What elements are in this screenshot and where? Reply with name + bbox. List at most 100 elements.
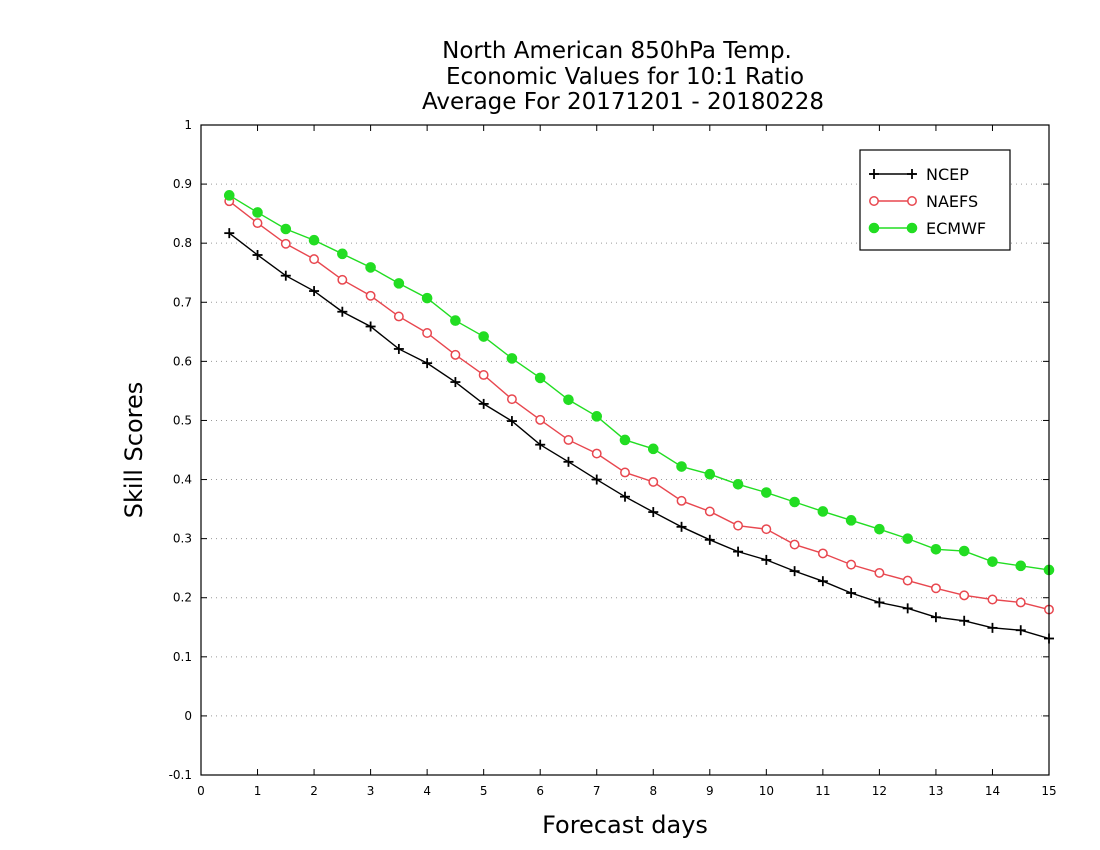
- data-point-open-circle: [959, 590, 970, 601]
- data-point-filled-circle: [647, 443, 659, 455]
- data-point-filled-circle: [906, 222, 918, 234]
- series-line-ecmwf: [228, 194, 1050, 571]
- data-point-plus: [874, 597, 885, 608]
- data-point-filled-circle: [563, 394, 574, 406]
- data-point-filled-circle: [845, 515, 857, 526]
- x-tick-label: 9: [706, 784, 714, 798]
- axis-ticks: -0.100.10.20.30.40.50.60.70.80.910 1 2 3 4 5 6…: [169, 118, 1057, 798]
- legend-box: [859, 149, 1011, 251]
- data-point-plus: [704, 534, 715, 545]
- data-point-open-circle: [676, 495, 687, 506]
- data-point-open-circle: [733, 520, 744, 531]
- y-tick-label: 0.3: [173, 532, 192, 546]
- data-point-plus: [648, 507, 659, 518]
- data-point-filled-circle: [817, 506, 829, 517]
- data-point-filled-circle: [958, 545, 970, 557]
- data-point-plus: [846, 588, 857, 598]
- data-point-open-circle: [789, 539, 800, 550]
- data-point-filled-circle: [987, 556, 998, 567]
- data-point-filled-circle: [591, 411, 603, 422]
- data-point-plus: [620, 491, 630, 502]
- y-tick-label: 0.4: [173, 473, 192, 487]
- data-point-filled-circle: [280, 223, 292, 235]
- data-point-plus: [280, 270, 291, 281]
- data-point-open-circle: [280, 238, 291, 249]
- data-point-open-circle: [817, 548, 828, 559]
- data-point-open-circle: [591, 448, 602, 459]
- x-tick-label: 1: [254, 784, 262, 798]
- x-tick-label: 6: [536, 784, 544, 798]
- data-point-open-circle: [869, 196, 879, 206]
- data-point-plus: [959, 615, 970, 626]
- legend-item-naefs: NAEFS: [869, 192, 978, 211]
- data-point-plus: [987, 622, 998, 633]
- data-point-open-circle: [450, 349, 461, 360]
- data-point-filled-circle: [534, 372, 546, 384]
- y-tick-label: 1: [184, 118, 192, 132]
- legend-item-ecmwf: ECMWF: [868, 219, 986, 238]
- legend-label: NCEP: [926, 165, 969, 184]
- data-point-open-circle: [874, 567, 885, 578]
- data-point-plus: [365, 321, 376, 332]
- data-point-filled-circle: [732, 478, 744, 490]
- plot-area-frame: [200, 124, 1050, 776]
- y-tick-label: 0.7: [173, 295, 192, 309]
- data-point-filled-circle: [421, 292, 433, 304]
- series-naefs: [224, 196, 1054, 615]
- legend-label: NAEFS: [926, 192, 978, 211]
- y-tick-label: 0: [184, 709, 192, 723]
- x-tick-label: 13: [928, 784, 943, 798]
- series-line-ncep: [228, 232, 1050, 640]
- data-point-plus: [393, 343, 404, 354]
- data-point-open-circle: [563, 435, 574, 445]
- y-tick-label: -0.1: [169, 768, 192, 782]
- series-group: [223, 190, 1055, 644]
- data-point-plus: [337, 306, 348, 317]
- data-point-filled-circle: [930, 543, 942, 555]
- data-point-filled-circle: [223, 190, 235, 201]
- data-point-filled-circle: [902, 533, 913, 544]
- data-point-plus: [450, 377, 461, 388]
- data-point-filled-circle: [789, 496, 800, 508]
- x-tick-label: 14: [985, 784, 1000, 798]
- data-point-filled-circle: [365, 262, 376, 273]
- x-axis-label: Forecast days: [542, 811, 708, 839]
- data-point-open-circle: [252, 218, 263, 229]
- data-point-plus: [902, 603, 913, 614]
- data-point-plus: [252, 250, 263, 260]
- series-ecmwf: [223, 190, 1055, 576]
- series-line-naefs: [228, 200, 1050, 611]
- data-point-filled-circle: [252, 207, 263, 218]
- data-point-plus: [817, 576, 828, 587]
- y-axis-label: Skill Scores: [120, 382, 148, 519]
- data-point-open-circle: [648, 476, 659, 487]
- data-point-plus: [309, 286, 320, 297]
- data-point-plus: [930, 612, 941, 623]
- data-point-open-circle: [309, 254, 320, 265]
- data-point-plus: [422, 358, 433, 369]
- x-tick-label: 8: [649, 784, 657, 798]
- x-tick-label: 11: [815, 784, 830, 798]
- x-tick-label: 15: [1041, 784, 1056, 798]
- y-tick-label: 0.1: [173, 650, 192, 664]
- data-point-filled-circle: [676, 461, 687, 472]
- x-tick-label: 4: [423, 784, 431, 798]
- data-point-open-circle: [620, 467, 630, 478]
- data-point-open-circle: [535, 414, 546, 425]
- data-point-filled-circle: [761, 487, 772, 498]
- data-point-plus: [907, 169, 917, 179]
- data-point-plus: [478, 398, 489, 409]
- data-point-plus: [563, 456, 574, 467]
- data-point-open-circle: [393, 311, 404, 322]
- data-point-filled-circle: [1015, 560, 1027, 572]
- data-point-plus: [535, 439, 546, 450]
- data-point-open-circle: [761, 524, 772, 535]
- data-point-plus: [224, 228, 235, 239]
- data-point-plus: [1015, 625, 1026, 636]
- y-tick-label: 0.8: [173, 236, 192, 250]
- data-point-open-circle: [1015, 597, 1026, 608]
- data-point-filled-circle: [868, 222, 880, 234]
- series-ncep: [224, 228, 1054, 644]
- data-point-open-circle: [506, 394, 517, 405]
